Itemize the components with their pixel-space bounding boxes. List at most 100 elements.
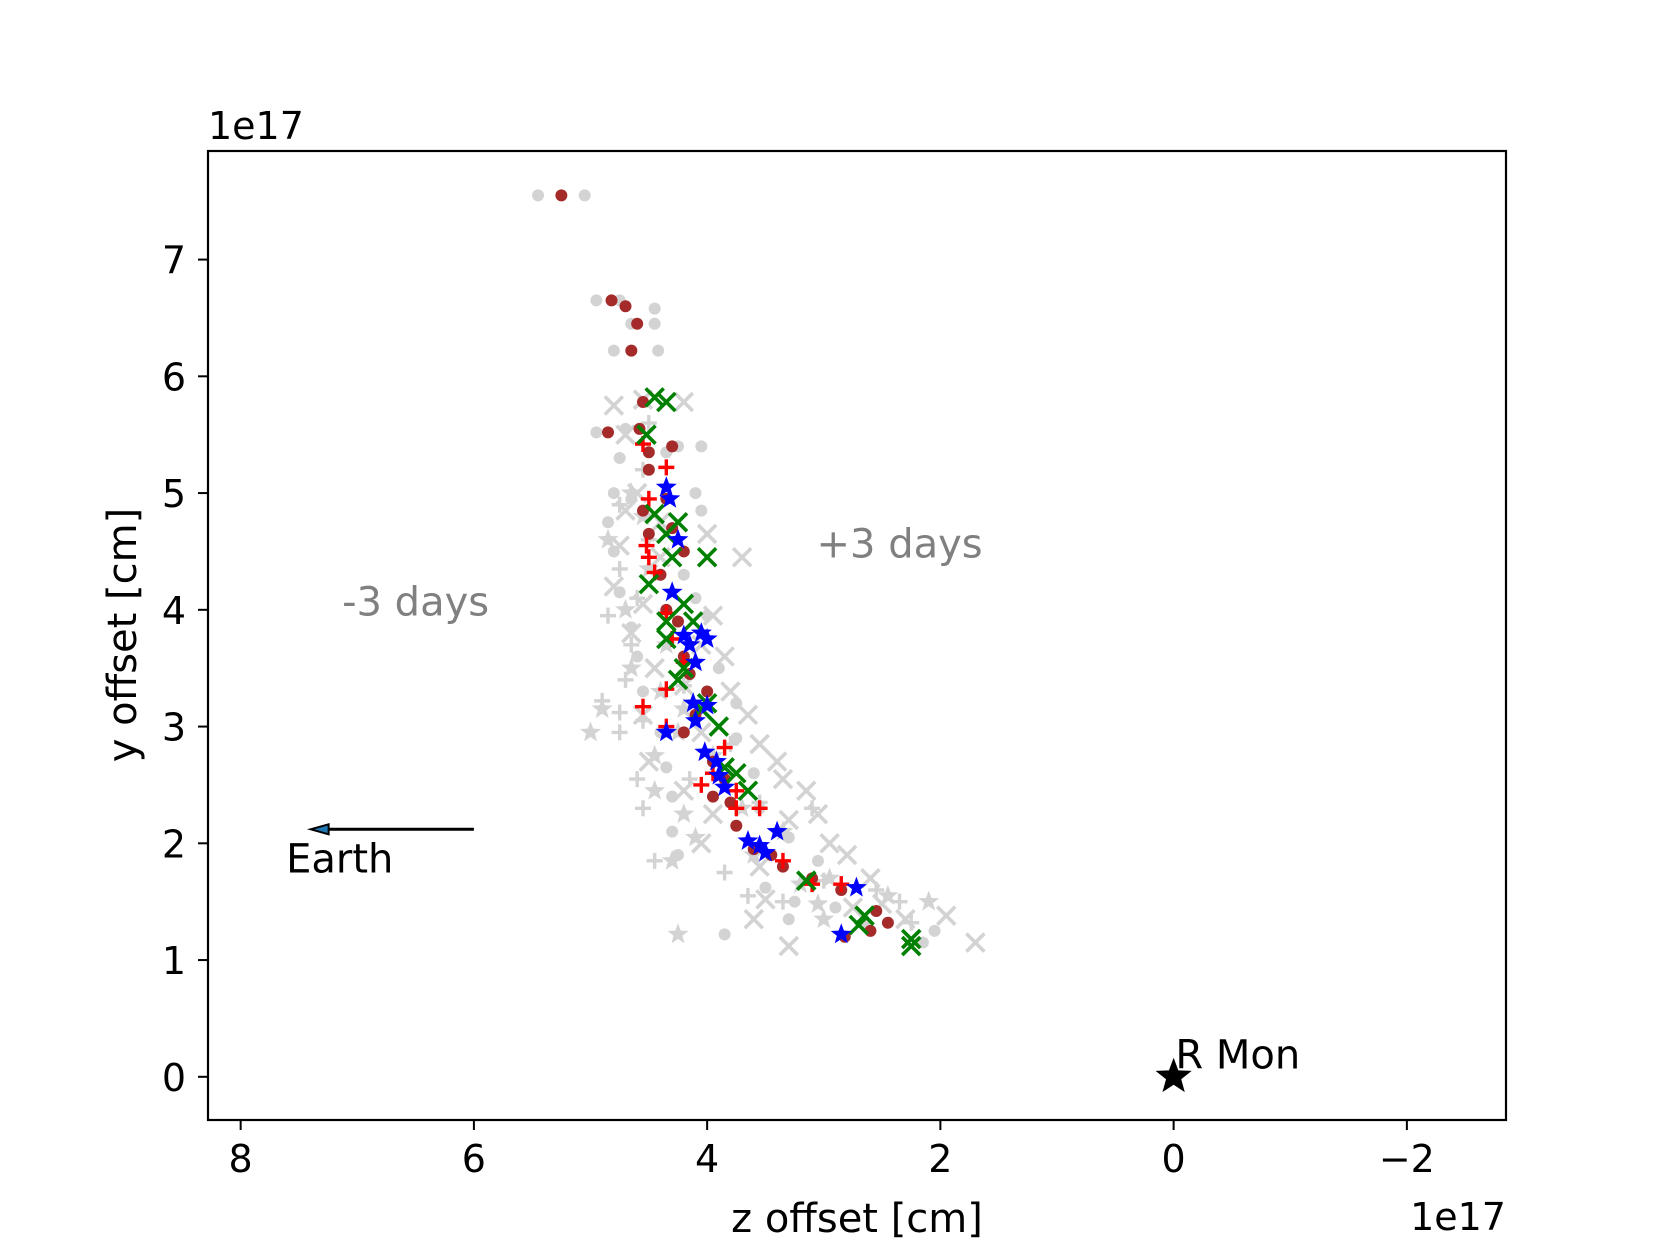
star-point-19 xyxy=(766,820,788,841)
grey-star-point-22 xyxy=(819,867,841,888)
grey-dot-point-1 xyxy=(578,189,591,202)
x-point-10 xyxy=(656,611,677,632)
y-tick-label-0: 0 xyxy=(162,1056,186,1100)
dot-point-18 xyxy=(671,615,684,628)
plus-point-17 xyxy=(751,800,768,817)
grey-plus-point-7 xyxy=(623,636,640,653)
grey-plus-point-13 xyxy=(611,724,628,741)
grey-plus-point-17 xyxy=(634,800,651,817)
x-point-25 xyxy=(900,935,922,957)
grey-dot-point-9 xyxy=(590,426,603,439)
x-axis-label: z offset [cm] xyxy=(731,1196,983,1242)
grey-star-point-15 xyxy=(673,803,695,824)
grey-star-point-14 xyxy=(644,779,666,800)
grey-plus-point-20 xyxy=(646,852,663,869)
axis-ticks: 8 6 4 2 0 −2 0 1 2 3 4 5 6 7 xyxy=(162,239,1435,1181)
star-point-14 xyxy=(706,750,727,771)
grey-x-point-3 xyxy=(615,424,636,445)
grey-x-point-26 xyxy=(673,780,695,802)
star-point-16 xyxy=(714,776,736,797)
plus-point-20 xyxy=(833,876,850,893)
grey-x-point-20 xyxy=(632,704,654,726)
grey-x-point-17 xyxy=(644,657,665,679)
dot-point-2 xyxy=(619,300,632,313)
grey-star-point-2 xyxy=(597,528,619,549)
grey-dot-point-18 xyxy=(602,516,615,529)
grey-plus-point-23 xyxy=(774,893,791,910)
grey-dot-point-26 xyxy=(631,650,644,663)
grey-dot-point-43 xyxy=(782,913,795,926)
star-point-2 xyxy=(667,528,689,549)
star-point-1 xyxy=(659,487,681,508)
grey-plus-point-15 xyxy=(629,771,646,788)
x-point-5 xyxy=(667,511,689,533)
grey-x-point-37 xyxy=(755,889,776,910)
star-point-17 xyxy=(737,829,759,850)
plus-point-15 xyxy=(728,782,745,799)
x-point-6 xyxy=(661,547,683,568)
grey-plus-point-4 xyxy=(611,560,628,577)
x-point-0 xyxy=(644,387,665,408)
star-point-8 xyxy=(685,651,706,672)
grey-star-point-26 xyxy=(918,890,940,911)
grey-x-point-28 xyxy=(795,780,817,802)
grey-plus-point-21 xyxy=(716,864,733,881)
plus-point-9 xyxy=(658,681,675,698)
grey-plus-point-8 xyxy=(617,671,634,688)
grey-x-point-2 xyxy=(673,391,695,413)
dot-point-0 xyxy=(555,189,568,202)
dot-point-28 xyxy=(730,819,743,832)
plot-background xyxy=(208,151,1506,1120)
x-point-22 xyxy=(854,905,875,926)
grey-dot-point-13 xyxy=(613,452,626,465)
x-tick-label-4: 0 xyxy=(1162,1137,1186,1181)
grey-x-point-31 xyxy=(807,803,829,825)
grey-x-point-16 xyxy=(714,646,735,667)
grey-star-point-24 xyxy=(813,908,835,929)
x-point-1 xyxy=(656,391,677,413)
grey-star-point-18 xyxy=(661,849,683,870)
grey-dot-point-33 xyxy=(747,767,760,780)
data-points xyxy=(532,189,986,957)
y-axis-scale-label: 1e17 xyxy=(208,104,304,148)
grey-dot-point-7 xyxy=(607,344,620,357)
grey-x-point-34 xyxy=(836,844,858,866)
dot-point-26 xyxy=(706,790,719,803)
grey-dot-point-12 xyxy=(695,440,708,453)
plus-point-12 xyxy=(716,739,733,756)
dot-point-27 xyxy=(724,796,737,809)
grey-x-point-10 xyxy=(731,547,753,568)
grey-x-point-40 xyxy=(743,908,765,930)
grey-dot-point-28 xyxy=(636,685,649,698)
plus-point-16 xyxy=(728,800,745,817)
plus-point-14 xyxy=(693,776,710,793)
star-point-7 xyxy=(696,628,718,648)
grey-dot-point-19 xyxy=(695,504,708,517)
x-point-21 xyxy=(795,870,817,891)
star-point-3 xyxy=(661,581,683,602)
star-point-20 xyxy=(754,841,776,862)
grey-dot-point-2 xyxy=(590,294,603,307)
grey-plus-point-6 xyxy=(600,607,617,624)
grey-dot-point-40 xyxy=(759,881,772,894)
r-mon-label: R Mon xyxy=(1175,1033,1300,1079)
grey-x-point-7 xyxy=(696,523,718,545)
star-point-10 xyxy=(696,694,718,715)
star-point-0 xyxy=(655,476,677,497)
plus-point-4 xyxy=(640,549,657,566)
x-point-7 xyxy=(696,547,718,568)
grey-star-point-25 xyxy=(877,884,899,905)
plus-point-3 xyxy=(638,537,655,554)
x-point-20 xyxy=(737,780,759,802)
r-mon-star-marker xyxy=(1155,1057,1192,1093)
dot-point-13 xyxy=(642,527,655,540)
grey-dot-point-21 xyxy=(677,568,690,581)
grey-dot-point-8 xyxy=(652,344,665,357)
grey-star-point-5 xyxy=(655,633,677,654)
grey-x-point-14 xyxy=(621,622,642,644)
minus-3-days-label: -3 days xyxy=(342,580,489,626)
dot-point-4 xyxy=(625,344,638,357)
grey-star-point-0 xyxy=(620,482,642,502)
dot-point-21 xyxy=(701,685,714,698)
